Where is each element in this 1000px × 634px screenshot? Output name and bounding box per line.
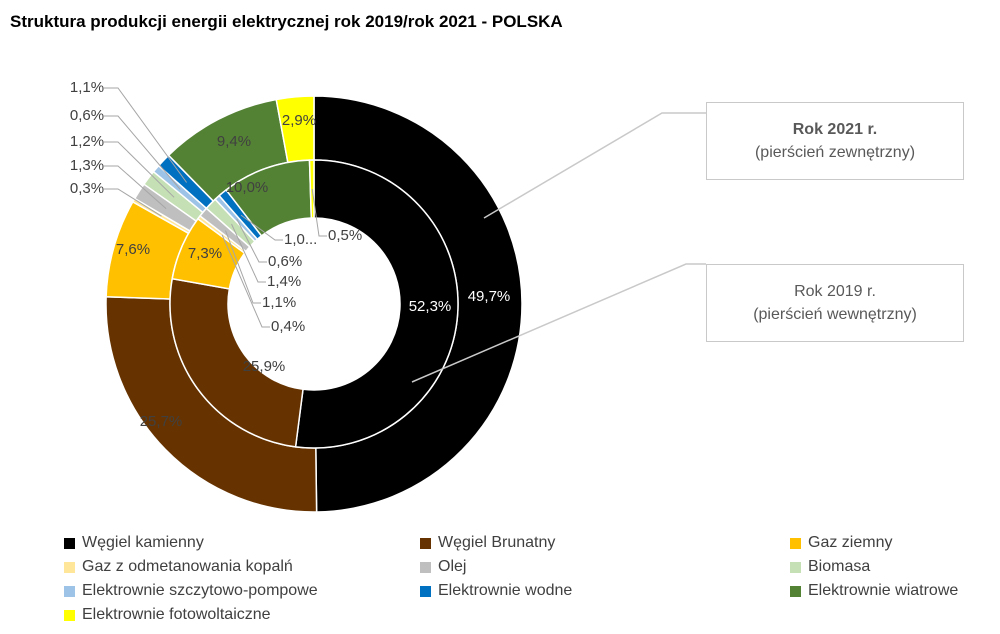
data-label-inner-olej: 1,1%: [262, 294, 296, 311]
legend-item-elektrownie-wodne: Elektrownie wodne: [420, 582, 572, 600]
callout-outer-subtitle: (pierścień zewnętrzny): [754, 144, 916, 161]
data-label-inner-gaz-ziemny: 7,3%: [188, 245, 222, 262]
callout-outer-title: Rok 2021 r.: [792, 120, 878, 138]
legend-swatch: [64, 537, 75, 549]
data-label-inner-elektrownie-szczytowo-pompowe: 0,6%: [268, 253, 302, 270]
legend-label: Gaz z odmetanowania kopalń: [82, 558, 293, 575]
data-label-outer-biomasa: 1,2%: [70, 133, 104, 150]
legend-label: Elektrownie wodne: [438, 582, 573, 599]
leader-line-outer-biomasa: [104, 141, 175, 198]
callout-inner-subtitle: (pierścień wewnętrzny): [753, 306, 917, 323]
data-label-outer-wegiel-kamienny: 49,7%: [468, 288, 511, 305]
chart-title: Struktura produkcji energii elektrycznej…: [10, 12, 563, 31]
legend-item-gaz-z-odmetanowania-kopaln: Gaz z odmetanowania kopalń: [64, 558, 293, 576]
leader-line-inner-biomasa: [231, 223, 266, 283]
leader-line-outer-gaz-z-odmetanowania-kopaln: [104, 188, 162, 217]
legend-swatch: [420, 561, 431, 573]
legend-label: Węgiel Brunatny: [438, 534, 556, 551]
leader-line-inner-elektrownie-wodne: [240, 214, 283, 241]
legend-item-elektrownie-szczytowo-pompowe: Elektrownie szczytowo-pompowe: [64, 582, 318, 600]
data-label-outer-olej: 1,3%: [70, 157, 104, 174]
legend-item-elektrownie-wiatrowe: Elektrownie wiatrowe: [790, 582, 958, 600]
outer-ring-2021: [105, 95, 523, 513]
legend-swatch: [790, 561, 801, 573]
legend-item-gaz-ziemny: Gaz ziemny: [790, 534, 892, 552]
data-labels: 49,7% 25,7% 7,6% 0,3% 1,3% 1,2% 0,6% 1,1% 9,4% 2,…: [70, 79, 510, 430]
data-label-outer-wegiel-brunatny: 25,7%: [140, 413, 183, 430]
data-label-inner-elektrownie-wiatrowe: 10,0%: [226, 179, 269, 196]
legend-item-olej: Olej: [420, 558, 466, 576]
legend-label: Biomasa: [808, 558, 871, 575]
legend-label: Elektrownie szczytowo-pompowe: [82, 582, 318, 599]
legend-label: Elektrownie fotowoltaiczne: [82, 606, 271, 623]
leader-lines: [104, 87, 706, 383]
data-label-inner-biomasa: 1,4%: [267, 273, 301, 290]
slice-inner-wegiel-brunatny: [169, 277, 304, 448]
legend-label: Węgiel kamienny: [82, 534, 204, 551]
legend-item-wegiel-kamienny: Węgiel kamienny: [64, 534, 204, 552]
data-label-outer-elektrownie-wodne: 1,1%: [70, 79, 104, 96]
legend-item-wegiel-brunatny: Węgiel Brunatny: [420, 534, 555, 552]
data-label-inner-wegiel-kamienny: 52,3%: [409, 298, 452, 315]
callout-inner-ring: Rok 2019 r. (pierścień wewnętrzny): [706, 264, 964, 342]
data-label-outer-gaz-ziemny: 7,6%: [116, 241, 150, 258]
data-label-outer-elektrownie-fotowoltaiczne: 2,9%: [282, 112, 316, 129]
slice-inner-elektrownie-fotowoltaiczne: [308, 159, 315, 219]
data-label-outer-gaz-z-odmetanowania-kopaln: 0,3%: [70, 180, 104, 197]
legend-item-biomasa: Biomasa: [790, 558, 870, 576]
legend-label: Olej: [438, 558, 467, 575]
data-label-inner-elektrownie-wodne: 1,0...: [284, 231, 317, 248]
callout-outer-ring: Rok 2021 r. (pierścień zewnętrzny): [706, 102, 964, 180]
legend-swatch: [64, 609, 75, 621]
leader-line-inner-olej: [225, 230, 261, 304]
legend-label: Gaz ziemny: [808, 534, 893, 551]
legend-swatch: [790, 537, 801, 549]
data-label-outer-elektrownie-wiatrowe: 9,4%: [217, 133, 251, 150]
data-label-inner-gaz-z-odmetanowania-kopaln: 0,4%: [271, 318, 305, 335]
slice-inner-wegiel-kamienny: [294, 159, 459, 449]
inner-ring-2019: [169, 159, 459, 449]
data-label-inner-wegiel-brunatny: 25,9%: [243, 358, 286, 375]
data-label-inner-elektrownie-fotowoltaiczne: 0,5%: [328, 227, 362, 244]
leader-line-outer-olej: [104, 165, 167, 209]
legend-swatch: [64, 585, 75, 597]
leader-line-inner-elektrownie-fotowoltaiczne: [311, 188, 327, 237]
leader-line-outer-elektrownie-szczytowo-pompowe: [104, 115, 181, 190]
callout-inner-title: Rok 2019 r.: [794, 282, 876, 300]
data-label-outer-elektrownie-szczytowo-pompowe: 0,6%: [70, 107, 104, 124]
legend-swatch: [420, 537, 431, 549]
legend-label: Elektrownie wiatrowe: [808, 582, 959, 599]
legend-item-elektrownie-fotowoltaiczne: Elektrownie fotowoltaiczne: [64, 606, 271, 624]
leader-line-inner-elektrownie-szczytowo-pompowe: [236, 218, 267, 263]
legend-swatch: [420, 585, 431, 597]
legend-swatch: [790, 585, 801, 597]
callout-leader-outer: [483, 112, 706, 219]
leader-line-inner-gaz-z-odmetanowania-kopaln: [221, 234, 270, 328]
leader-line-outer-elektrownie-wodne: [104, 87, 188, 183]
callout-leader-inner: [411, 263, 706, 383]
chart-legend: Węgiel kamienny Węgiel Brunatny Gaz ziemny…: [64, 534, 994, 630]
legend-swatch: [64, 561, 75, 573]
